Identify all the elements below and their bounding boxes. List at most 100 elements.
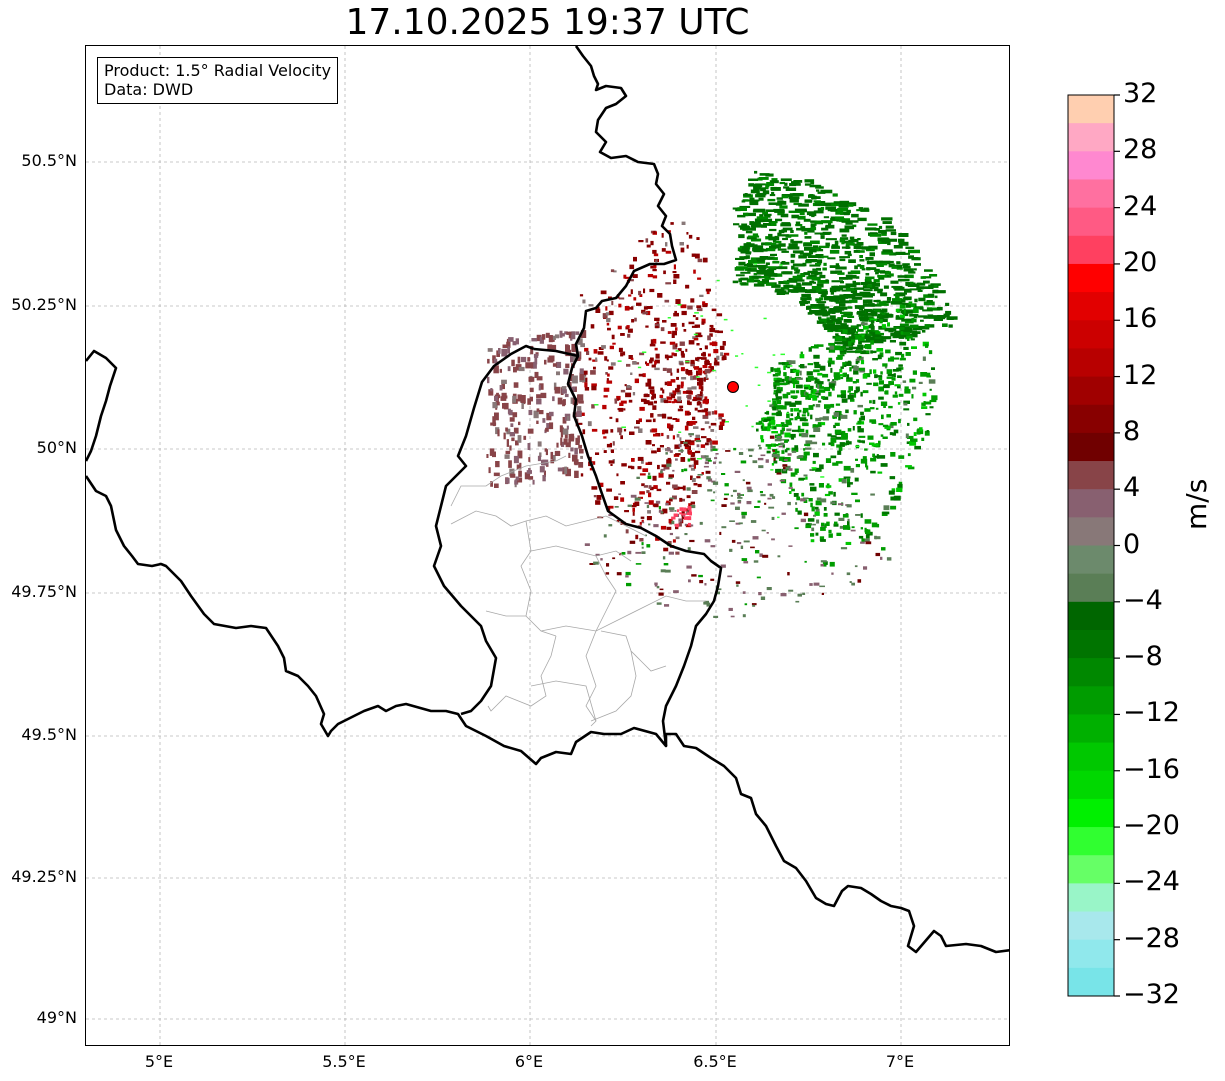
radar-echo <box>829 287 841 292</box>
radar-echo <box>677 348 682 352</box>
radar-echo <box>773 444 779 447</box>
radar-echo <box>740 545 744 549</box>
radar-echo <box>827 329 834 333</box>
radar-echo <box>577 351 581 357</box>
radar-echo <box>846 377 853 382</box>
radar-echo <box>861 282 869 285</box>
radar-echo <box>845 221 853 225</box>
radar-echo <box>787 572 790 576</box>
radar-echo <box>758 197 764 201</box>
radar-echo <box>672 435 675 440</box>
radar-echo <box>690 501 695 505</box>
radar-echo <box>846 374 850 379</box>
radar-echo <box>810 533 815 537</box>
lat-tick-label: 49°N <box>36 1008 77 1027</box>
radar-echo <box>786 465 791 470</box>
radar-echo <box>898 278 910 282</box>
radar-echo <box>741 353 744 355</box>
radar-echo <box>702 301 706 306</box>
radar-echo <box>692 375 697 380</box>
radar-echo <box>745 252 751 255</box>
radar-echo <box>547 344 553 351</box>
radar-echo <box>878 423 884 426</box>
radar-echo <box>832 379 835 382</box>
radar-echo <box>846 478 851 483</box>
radar-echo <box>771 453 778 458</box>
radar-echo <box>829 308 837 312</box>
radar-echo <box>580 455 583 459</box>
radar-echo <box>709 324 714 328</box>
radar-echo <box>693 333 698 336</box>
radar-echo <box>577 338 583 345</box>
radar-echo <box>900 331 904 335</box>
radar-echo <box>626 363 631 367</box>
radar-echo <box>763 418 771 421</box>
radar-echo <box>860 541 865 544</box>
radar-echo <box>712 481 719 485</box>
radar-echo <box>727 575 733 578</box>
radar-echo <box>846 504 852 508</box>
radar-echo <box>858 317 869 320</box>
radar-echo <box>652 444 655 447</box>
radar-echo <box>818 245 830 249</box>
radar-echo <box>847 271 854 275</box>
radar-echo <box>826 521 830 526</box>
colorbar-tick-label: 28 <box>1123 134 1158 166</box>
radar-echo <box>573 355 578 362</box>
radar-echo <box>833 345 841 351</box>
radar-echo <box>753 208 766 213</box>
radar-echo <box>770 367 774 372</box>
radar-echo <box>637 466 642 470</box>
radar-echo <box>781 250 789 253</box>
radar-echo <box>782 292 789 295</box>
radar-echo <box>719 421 725 426</box>
radar-echo <box>749 197 755 200</box>
radar-echo <box>681 377 687 380</box>
radar-echo <box>498 348 501 354</box>
radar-echo <box>905 304 911 308</box>
radar-echo <box>900 335 911 338</box>
colorbar-swatch <box>1068 461 1114 490</box>
radar-echo <box>805 429 809 435</box>
radar-echo <box>878 386 884 392</box>
radar-echo <box>819 464 824 470</box>
radar-echo <box>869 252 875 257</box>
radar-echo <box>806 306 812 310</box>
radar-echo <box>841 246 851 249</box>
radar-echo <box>666 368 672 373</box>
radar-echo <box>745 255 750 259</box>
radar-echo <box>816 259 823 264</box>
radar-echo <box>784 432 791 438</box>
radar-echo <box>770 244 782 247</box>
radar-echo <box>703 377 706 382</box>
radar-echo <box>604 356 608 361</box>
radar-echo <box>928 284 939 288</box>
radar-echo <box>798 409 802 413</box>
radar-echo <box>630 494 637 498</box>
radar-echo <box>691 325 698 328</box>
radar-echo <box>857 426 862 429</box>
radar-echo <box>670 379 676 383</box>
radar-echo <box>670 323 677 327</box>
radar-echo <box>816 189 820 192</box>
colorbar-swatch <box>1068 827 1114 856</box>
radar-echo <box>508 337 514 342</box>
radar-echo <box>693 426 699 429</box>
radar-echo <box>512 341 517 346</box>
radar-echo <box>648 492 652 498</box>
radar-echo <box>839 336 845 339</box>
radar-echo <box>811 286 822 290</box>
radar-echo <box>805 392 809 395</box>
radar-echo <box>805 476 808 480</box>
radar-echo <box>610 269 615 273</box>
radar-echo <box>826 319 833 323</box>
radar-echo <box>705 470 711 474</box>
radar-echo <box>903 408 910 411</box>
radar-echo <box>769 228 777 232</box>
radar-echo <box>906 441 912 444</box>
radar-echo <box>555 361 562 368</box>
radar-echo <box>833 412 840 417</box>
radar-echo <box>504 454 510 459</box>
radar-echo <box>835 266 847 270</box>
radar-echo <box>638 290 642 296</box>
